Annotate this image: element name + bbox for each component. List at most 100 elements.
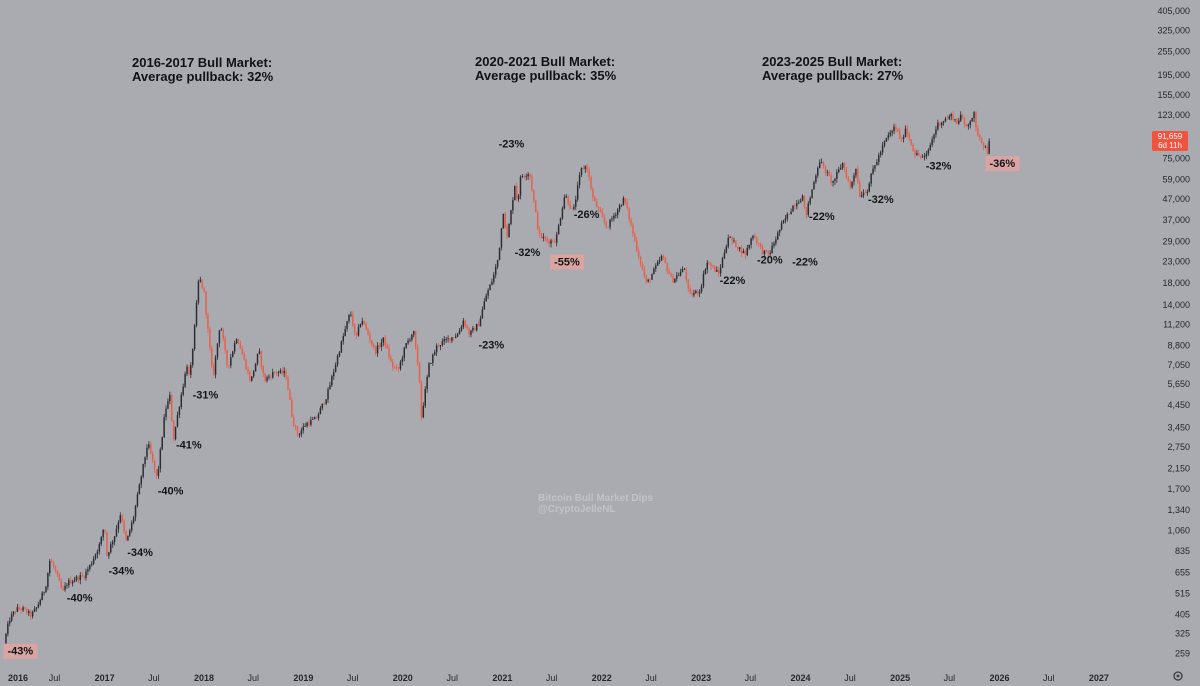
candle: [247, 366, 249, 375]
candle: [138, 483, 141, 495]
candle: [323, 402, 325, 406]
svg-text:-40%: -40%: [158, 485, 184, 497]
svg-text:-34%: -34%: [127, 547, 153, 559]
candle: [639, 255, 642, 268]
svg-text:-34%: -34%: [108, 565, 134, 577]
candle: [902, 134, 905, 143]
price-tag-value: 91,659: [1158, 132, 1183, 141]
candle: [231, 350, 234, 358]
svg-text:-32%: -32%: [515, 247, 541, 259]
candle: [342, 332, 345, 345]
y-tick-label: 325,000: [1157, 25, 1190, 35]
candle: [353, 323, 356, 336]
candle: [607, 226, 609, 229]
candle: [527, 172, 529, 181]
candle: [502, 213, 505, 229]
candle: [119, 512, 122, 524]
candle: [980, 137, 983, 144]
candle: [20, 607, 22, 614]
candle: [449, 338, 451, 343]
candle: [590, 175, 592, 191]
candle: [937, 119, 939, 131]
candle: [100, 535, 102, 546]
candle: [26, 607, 28, 616]
candle: [433, 349, 436, 356]
candle: [775, 236, 777, 246]
svg-text:-55%: -55%: [554, 257, 580, 269]
candle: [188, 365, 190, 375]
candle: [948, 114, 951, 121]
candle: [578, 172, 581, 189]
candle: [616, 207, 619, 219]
candle: [815, 174, 817, 184]
candle: [392, 358, 394, 372]
candle: [763, 250, 766, 257]
candle: [69, 576, 72, 584]
candle: [163, 414, 165, 439]
x-tick-label: Jul: [1043, 673, 1055, 683]
candle: [601, 208, 604, 218]
candle: [514, 185, 516, 201]
candle: [956, 118, 958, 125]
candle: [479, 315, 482, 327]
candle: [262, 364, 264, 377]
candle: [71, 579, 74, 587]
chart-settings-gear-icon[interactable]: [1173, 671, 1183, 681]
candle: [144, 456, 146, 468]
candle: [576, 181, 579, 202]
candle: [777, 230, 779, 241]
candle: [973, 110, 975, 123]
candle: [836, 169, 838, 183]
candle: [879, 150, 882, 158]
candle: [237, 338, 240, 345]
candle: [327, 387, 329, 404]
y-tick-label: 7,050: [1167, 360, 1190, 370]
candle: [773, 241, 775, 249]
candle: [85, 568, 87, 581]
candle: [336, 354, 339, 367]
x-tick-label: Jul: [844, 673, 856, 683]
pullback-label: -43%: [3, 643, 38, 659]
candle: [954, 118, 956, 123]
candle: [843, 161, 846, 173]
candle: [325, 398, 327, 406]
candle: [470, 329, 472, 338]
svg-text:-22%: -22%: [720, 275, 746, 287]
candle: [49, 559, 51, 577]
candle: [161, 436, 163, 451]
candle: [420, 380, 423, 421]
candle: [626, 198, 628, 211]
candle: [380, 338, 383, 351]
pullback-label: -34%: [127, 547, 153, 559]
candle: [534, 199, 537, 213]
candle: [868, 181, 870, 193]
candle: [573, 204, 575, 211]
candle: [289, 388, 291, 401]
candle: [14, 610, 17, 615]
candle: [321, 403, 324, 411]
candle: [180, 392, 183, 410]
candle: [575, 195, 577, 210]
candle: [708, 261, 710, 265]
candle: [125, 529, 127, 541]
candle: [292, 414, 295, 427]
x-tick-label: Jul: [347, 673, 359, 683]
candle: [929, 142, 931, 151]
candle: [912, 143, 914, 152]
y-tick-label: 4,450: [1167, 400, 1190, 410]
candle: [628, 206, 630, 223]
candle: [891, 129, 893, 137]
x-tick-label: Jul: [645, 673, 657, 683]
x-tick-label: Jul: [49, 673, 61, 683]
candle: [367, 327, 369, 336]
candle: [969, 119, 972, 129]
candle: [346, 320, 348, 332]
candle: [615, 212, 617, 219]
candle: [925, 151, 928, 160]
candle: [68, 578, 70, 588]
candle: [489, 284, 491, 291]
candle: [790, 208, 792, 215]
candle: [481, 306, 484, 319]
candle: [649, 278, 651, 284]
candle: [153, 460, 156, 473]
